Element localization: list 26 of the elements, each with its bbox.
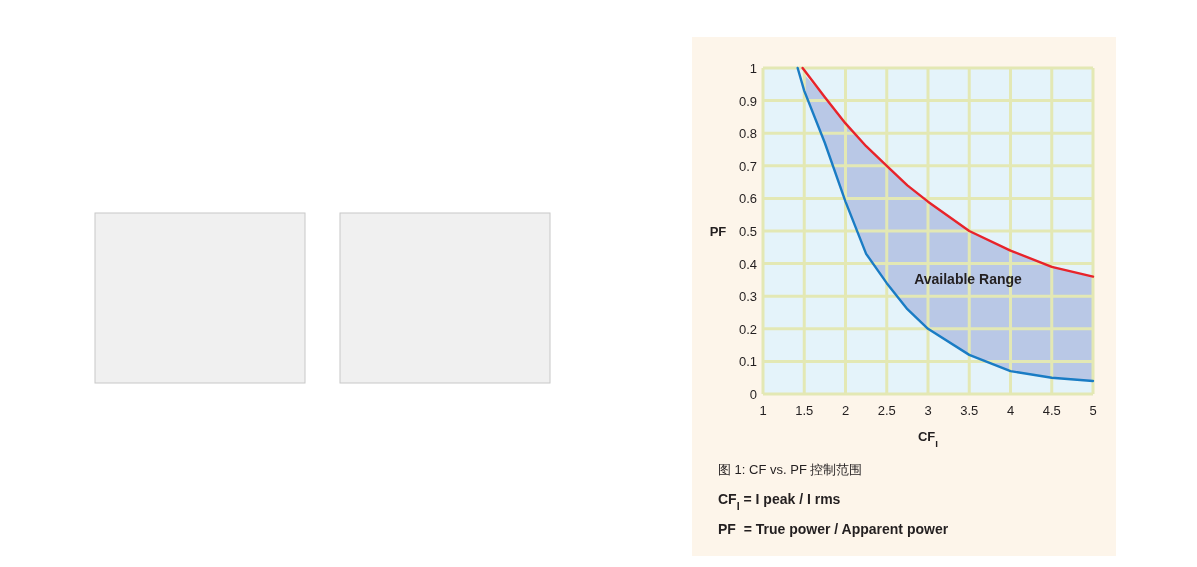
- x-tick-label: 1.5: [795, 403, 814, 418]
- y-axis-title: PF: [709, 224, 727, 239]
- y-tick-label: 0.2: [738, 321, 757, 337]
- x-tick-label: 2.5: [877, 403, 896, 418]
- y-tick-label: 0.3: [738, 289, 757, 305]
- y-tick-label: 0: [749, 387, 757, 402]
- annotation: Available Range: [914, 271, 1023, 287]
- text: CF$_{I}$ = I peak / I rms: [718, 491, 841, 512]
- x-tick-label: 4: [1006, 403, 1015, 418]
- x-tick-label: 2: [841, 403, 850, 418]
- y-tick-label: 0.8: [738, 126, 757, 142]
- x-axis-title: CF$_{I}$: [917, 429, 939, 449]
- x-tick-label: 5: [1089, 403, 1097, 418]
- y-tick-label: 0.6: [738, 191, 757, 207]
- x-tick-label: 1: [759, 403, 767, 418]
- x-tick-label: 4.5: [1042, 403, 1061, 418]
- y-tick-label: 1: [749, 61, 757, 76]
- y-tick-label: 0.4: [738, 256, 757, 272]
- y-tick-label: 0.5: [738, 224, 757, 239]
- x-tick-label: 3: [924, 403, 932, 418]
- caption: 图 1: CF vs. PF 控制范围: [718, 462, 863, 477]
- text: PF = True power / Apparent power: [718, 521, 949, 537]
- y-tick-label: 0.9: [738, 93, 757, 109]
- y-tick-label: 0.1: [738, 354, 757, 370]
- x-tick-label: 3.5: [960, 403, 979, 418]
- y-tick-label: 0.7: [738, 158, 757, 174]
